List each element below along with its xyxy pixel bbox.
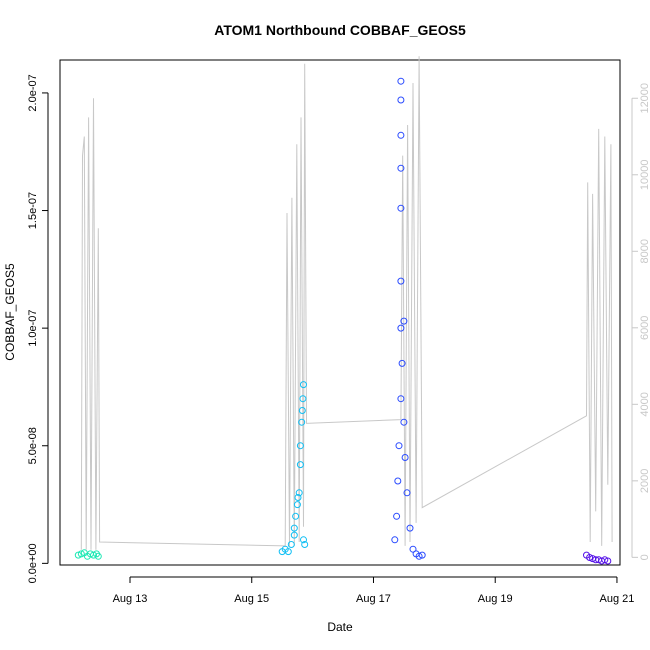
y-axis-label: COBBAF_GEOS5 [3, 263, 17, 361]
x-tick-label: Aug 19 [478, 593, 513, 605]
y-tick-label-right: 2000 [639, 469, 650, 493]
plot-frame [59, 59, 621, 566]
y-tick-label-right: 0 [639, 554, 650, 560]
y-axis-right: 0 2000 4000 6000 8000 10000 12000 [631, 83, 650, 560]
data-point [290, 524, 298, 532]
y-tick-label-left: 1.0e-07 [27, 309, 39, 346]
data-point [401, 454, 409, 461]
data-point [397, 131, 405, 139]
data-point [393, 512, 401, 520]
data-point [397, 324, 405, 332]
data-point [301, 541, 309, 548]
data-point [395, 442, 403, 450]
data-point [295, 489, 303, 497]
data-point [94, 552, 102, 560]
data-point [296, 442, 304, 450]
data-point [397, 77, 405, 85]
y-tick-label-left: 5.0e-08 [27, 427, 39, 464]
data-point [397, 395, 405, 403]
data-point [296, 461, 304, 469]
data-point [300, 381, 307, 389]
data-point [284, 548, 292, 556]
x-tick-label: Aug 17 [356, 593, 391, 605]
data-point [398, 359, 406, 367]
data-point [300, 536, 307, 544]
data-point [287, 541, 295, 548]
data-point [604, 557, 612, 565]
data-point [400, 317, 408, 325]
data-point [299, 395, 307, 403]
x-tick-label: Aug 15 [234, 593, 269, 605]
y-tick-label-left: 1.5e-07 [27, 192, 39, 229]
data-point [400, 418, 408, 426]
data-point [397, 164, 405, 172]
data-point [298, 407, 306, 414]
data-point [418, 551, 426, 559]
y-tick-label-left: 0.0e+00 [27, 543, 39, 583]
right-axis-series [80, 56, 613, 550]
data-point [403, 489, 411, 497]
y-tick-label-right: 8000 [639, 239, 650, 263]
data-point [298, 418, 306, 426]
y-tick-label-left: 2.0e-07 [27, 74, 39, 111]
y-tick-label-right: 4000 [639, 392, 650, 416]
right-axis-line [80, 56, 613, 550]
data-point [294, 494, 302, 501]
data-point [77, 550, 85, 558]
x-axis-label: Date [327, 620, 353, 634]
data-point [397, 277, 405, 285]
data-point [397, 96, 405, 104]
data-point [409, 545, 417, 553]
data-point [391, 536, 399, 544]
x-tick-label: Aug 21 [600, 593, 635, 605]
data-point [397, 204, 405, 212]
chart-title: ATOM1 Northbound COBBAF_GEOS5 [214, 22, 466, 38]
data-point [394, 477, 402, 485]
data-point [406, 524, 414, 532]
x-tick-label: Aug 13 [113, 593, 148, 605]
y-tick-label-right: 12000 [639, 83, 650, 114]
y-axis-left: 0.0e+00 5.0e-08 1.0e-07 1.5e-07 2.0e-07 [27, 74, 49, 583]
data-points [74, 77, 612, 565]
data-point [293, 501, 301, 509]
data-point [292, 512, 300, 520]
x-axis: Aug 13 Aug 15 Aug 17 Aug 19 Aug 21 [113, 576, 635, 605]
y-tick-label-right: 6000 [639, 316, 650, 340]
data-point [586, 554, 594, 561]
data-point [290, 531, 298, 539]
data-point [415, 552, 423, 560]
y-tick-label-right: 10000 [639, 159, 650, 190]
